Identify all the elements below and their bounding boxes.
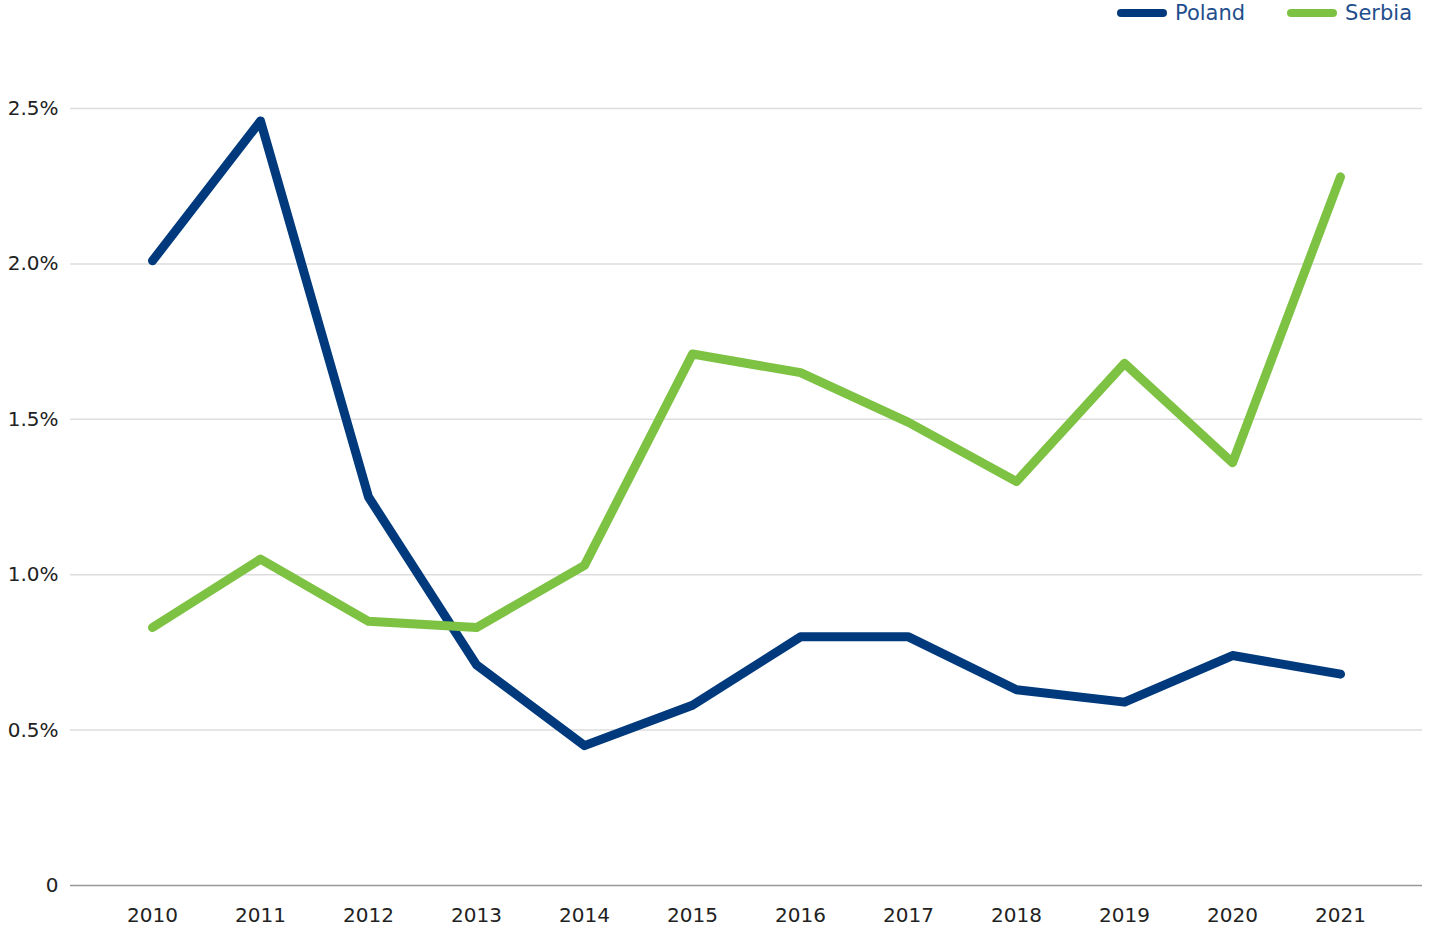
svg-text:2017: 2017 bbox=[883, 903, 934, 927]
svg-text:2018: 2018 bbox=[991, 903, 1042, 927]
svg-text:2012: 2012 bbox=[343, 903, 394, 927]
svg-text:2010: 2010 bbox=[127, 903, 178, 927]
svg-text:1.5%: 1.5% bbox=[8, 407, 59, 431]
svg-text:2020: 2020 bbox=[1207, 903, 1258, 927]
svg-text:2019: 2019 bbox=[1099, 903, 1150, 927]
svg-text:2013: 2013 bbox=[451, 903, 502, 927]
svg-text:2016: 2016 bbox=[775, 903, 826, 927]
html-text:Poland: Poland bbox=[1175, 0, 1246, 25]
svg-text:0: 0 bbox=[46, 873, 59, 897]
svg-text:2.0%: 2.0% bbox=[8, 251, 59, 275]
svg-text:2.5%: 2.5% bbox=[8, 96, 59, 120]
svg-text:2021: 2021 bbox=[1315, 903, 1366, 927]
svg-text:2011: 2011 bbox=[235, 903, 286, 927]
svg-text:2014: 2014 bbox=[559, 903, 610, 927]
html-text:Serbia: Serbia bbox=[1345, 0, 1412, 25]
svg-text:2015: 2015 bbox=[667, 903, 718, 927]
svg-text:0.5%: 0.5% bbox=[8, 718, 59, 742]
svg-text:1.0%: 1.0% bbox=[8, 562, 59, 586]
